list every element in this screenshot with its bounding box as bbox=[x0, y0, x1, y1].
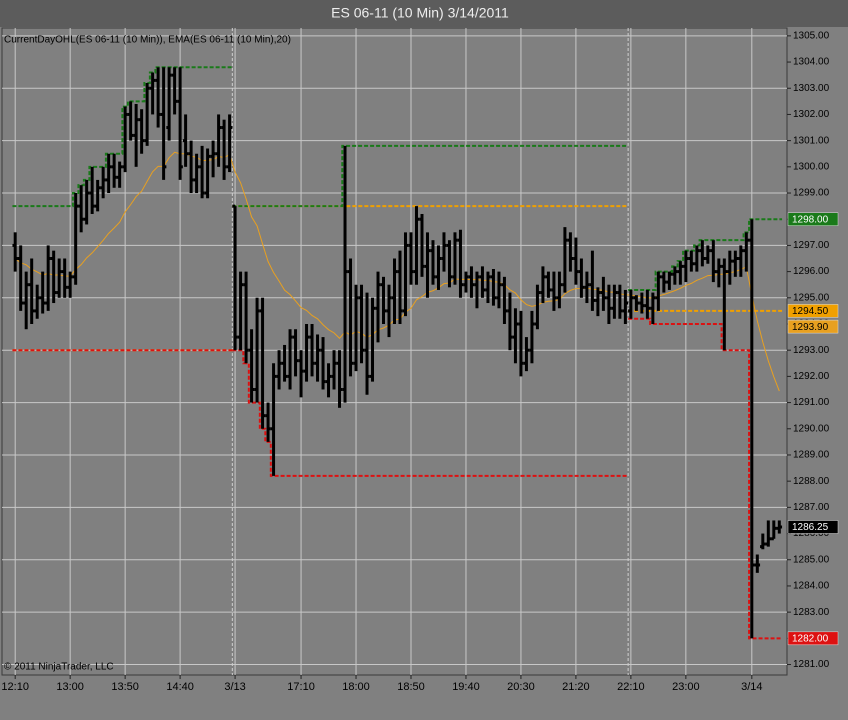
price-label: 1293.90 bbox=[792, 322, 829, 333]
y-tick-label: 1299.00 bbox=[793, 188, 830, 199]
x-tick-label: 19:40 bbox=[452, 681, 480, 693]
x-tick-label: 3/13 bbox=[224, 681, 245, 693]
y-tick-label: 1287.00 bbox=[793, 502, 830, 513]
price-label-box bbox=[787, 304, 839, 318]
session-high-line bbox=[12, 66, 233, 208]
y-tick-label: 1281.00 bbox=[793, 659, 830, 670]
x-tick-label: 3/14 bbox=[741, 681, 762, 693]
y-tick-label: 1289.00 bbox=[793, 450, 830, 461]
session-high-line bbox=[232, 144, 629, 208]
price-label-box bbox=[787, 520, 839, 534]
chart-title: ES 06-11 (10 Min) 3/14/2011 bbox=[331, 5, 509, 21]
price-label-box bbox=[787, 212, 839, 226]
y-tick-label: 1292.00 bbox=[793, 371, 830, 382]
x-tick-label: 20:30 bbox=[507, 681, 535, 693]
title-bar bbox=[0, 0, 848, 27]
x-tick-label: 13:00 bbox=[56, 681, 84, 693]
y-tick-label: 1301.00 bbox=[793, 135, 830, 146]
y-tick-label: 1302.00 bbox=[793, 109, 830, 120]
y-tick-label: 1300.00 bbox=[793, 161, 830, 172]
x-tick-label: 21:20 bbox=[562, 681, 590, 693]
x-tick-label: 17:10 bbox=[287, 681, 315, 693]
y-tick-label: 1305.00 bbox=[793, 30, 830, 41]
session-low-line bbox=[232, 349, 629, 477]
session-high-line bbox=[628, 218, 783, 291]
y-tick-label: 1295.00 bbox=[793, 292, 830, 303]
y-tick-label: 1283.00 bbox=[793, 607, 830, 618]
y-tick-label: 1290.00 bbox=[793, 423, 830, 434]
indicator-label: CurrentDayOHL(ES 06-11 (10 Min)), EMA(ES… bbox=[4, 35, 291, 46]
y-tick-label: 1285.00 bbox=[793, 554, 830, 565]
y-tick-label: 1284.00 bbox=[793, 581, 830, 592]
copyright: © 2011 NinjaTrader, LLC bbox=[4, 662, 114, 673]
x-tick-label: 13:50 bbox=[111, 681, 139, 693]
price-label-box bbox=[787, 631, 839, 646]
price-label-box bbox=[787, 319, 839, 334]
y-tick-label: 1291.00 bbox=[793, 397, 830, 408]
y-tick-label: 1293.00 bbox=[793, 345, 830, 356]
session-low-line bbox=[628, 317, 783, 640]
x-tick-label: 18:50 bbox=[397, 681, 425, 693]
y-tick-label: 1296.00 bbox=[793, 266, 830, 277]
x-tick-label: 12:10 bbox=[1, 681, 29, 693]
price-label: 1298.00 bbox=[792, 214, 829, 225]
y-tick-label: 1303.00 bbox=[793, 83, 830, 94]
marks bbox=[12, 66, 783, 640]
y-tick-label: 1288.00 bbox=[793, 476, 830, 487]
y-tick-label: 1304.00 bbox=[793, 57, 830, 68]
x-tick-label: 23:00 bbox=[672, 681, 700, 693]
x-tick-label: 14:40 bbox=[166, 681, 194, 693]
price-label: 1294.50 bbox=[792, 306, 829, 317]
x-tick-label: 18:00 bbox=[342, 681, 370, 693]
y-tick-label: 1297.00 bbox=[793, 240, 830, 251]
plot-area bbox=[1, 27, 788, 676]
price-label: 1282.00 bbox=[792, 633, 829, 644]
x-tick-label: 22:10 bbox=[617, 681, 645, 693]
price-label: 1286.25 bbox=[792, 522, 829, 533]
